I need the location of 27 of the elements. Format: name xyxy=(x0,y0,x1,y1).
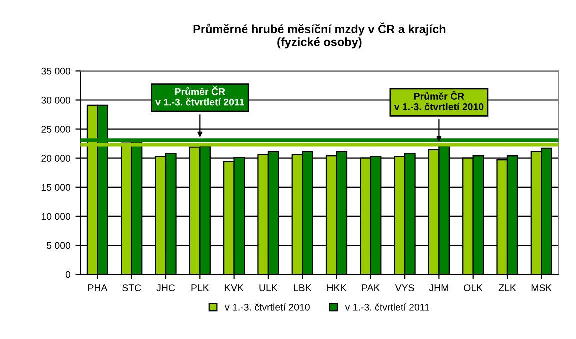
x-tick-label: OLK xyxy=(464,284,483,292)
legend-label: v 1.-3. čtvrtletí 2010 xyxy=(224,304,310,311)
x-tick-label: KVK xyxy=(225,284,244,292)
x-tick-label: VYS xyxy=(395,284,414,292)
x-tick-label: HKK xyxy=(328,284,347,292)
y-tick-label: 15 000 xyxy=(42,184,71,192)
x-tick-label: PHA xyxy=(88,284,108,292)
x-tick-label: LBK xyxy=(294,284,312,292)
x-tick-label: ULK xyxy=(260,284,278,292)
y-tick-label: 30 000 xyxy=(42,96,71,104)
x-tick-label: MSK xyxy=(532,284,552,292)
x-tick-label: PLK xyxy=(192,284,210,292)
x-tick-label: STC xyxy=(122,284,142,292)
y-tick-label: 10 000 xyxy=(42,213,71,220)
y-tick-label: 0 xyxy=(66,271,71,278)
y-tick-label: 20 000 xyxy=(42,155,71,162)
annotation: Průměr ČR v 1.-3. čtvrtletí 2010 xyxy=(394,91,484,110)
y-tick-label: 5 000 xyxy=(46,242,71,250)
legend-label: v 1.-3. čtvrtletí 2011 xyxy=(345,304,430,311)
x-tick-label: PAK xyxy=(362,284,380,292)
x-tick-label: ZLK xyxy=(498,284,516,292)
x-tick-label: JHC xyxy=(156,284,176,292)
x-tick-label: JHM xyxy=(429,284,448,292)
chart-title: Průměrné hrubé měsíční mzdy v ČR a krajích (fyzické osoby) xyxy=(194,22,446,49)
annotation: Průměr ČR v 1.-3. čtvrtletí 2011 xyxy=(156,86,244,106)
y-tick-label: 35 000 xyxy=(42,68,71,75)
y-tick-label: 25 000 xyxy=(42,126,71,133)
